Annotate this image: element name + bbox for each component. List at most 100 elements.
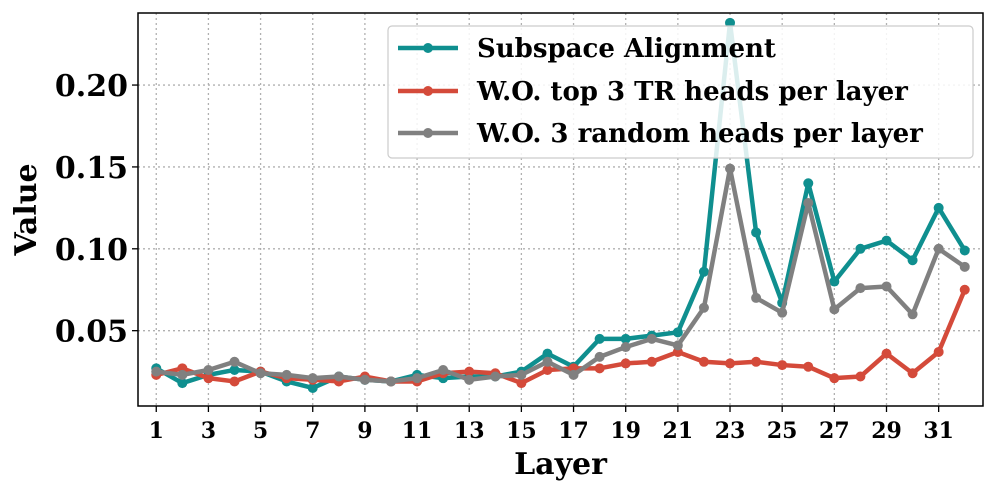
data-point <box>803 197 814 208</box>
data-point <box>855 371 866 382</box>
data-point <box>777 360 788 371</box>
x-tick-label: 29 <box>871 418 902 444</box>
data-point <box>255 368 266 379</box>
data-point <box>412 373 423 384</box>
data-point <box>229 364 240 375</box>
data-point <box>464 366 475 377</box>
data-point <box>385 376 396 387</box>
data-point <box>751 356 762 367</box>
data-point <box>725 163 736 174</box>
x-tick-label: 15 <box>506 418 537 444</box>
x-tick-label: 17 <box>558 418 589 444</box>
data-point <box>907 255 918 266</box>
x-tick-label: 7 <box>305 418 320 444</box>
data-point <box>594 351 605 362</box>
data-point <box>907 368 918 379</box>
x-tick-label: 11 <box>402 418 433 444</box>
data-point <box>542 348 553 359</box>
data-point <box>542 364 553 375</box>
data-point <box>698 266 709 277</box>
data-point <box>281 369 292 380</box>
data-point <box>672 327 683 338</box>
data-point <box>203 364 214 375</box>
data-point <box>620 358 631 369</box>
data-point <box>725 17 736 28</box>
data-point <box>881 281 892 292</box>
data-point <box>959 245 970 256</box>
data-point <box>829 304 840 315</box>
data-point <box>177 369 188 380</box>
data-point <box>490 371 501 382</box>
data-point <box>516 369 527 380</box>
data-point <box>620 342 631 353</box>
data-point <box>307 382 318 393</box>
legend: Subspace Alignment W.O. top 3 TR heads pe… <box>387 25 974 159</box>
data-point <box>177 378 188 389</box>
data-point <box>568 369 579 380</box>
data-point <box>881 235 892 246</box>
data-point <box>725 358 736 369</box>
data-point <box>698 302 709 313</box>
data-point <box>751 227 762 238</box>
x-tick-label: 19 <box>610 418 641 444</box>
data-point <box>620 333 631 344</box>
data-point <box>151 366 162 377</box>
data-point <box>646 333 657 344</box>
legend-item-2: W.O. top 3 TR heads per layer <box>398 77 908 107</box>
data-point <box>359 374 370 385</box>
x-tick-label: 23 <box>715 418 746 444</box>
legend-marker <box>423 128 433 138</box>
plot-frame <box>137 12 984 407</box>
series-3 <box>151 163 970 387</box>
x-tick-label: 5 <box>253 418 268 444</box>
x-tick-label: 9 <box>357 418 372 444</box>
legend-label: W.O. 3 random heads per layer <box>476 119 923 149</box>
legend-box <box>387 25 974 159</box>
y-tick-label: 0.15 <box>55 151 128 186</box>
data-point <box>516 378 527 389</box>
legend-label: Subspace Alignment <box>477 34 776 64</box>
axis-ticks: 1 3 5 7 9 11 13 15 17 19 21 23 25 27 29 310.050.100.150… <box>55 69 954 444</box>
data-point <box>594 363 605 374</box>
data-point <box>229 376 240 387</box>
y-tick-label: 0.10 <box>55 233 128 268</box>
legend-marker <box>423 43 433 53</box>
legend-label: W.O. top 3 TR heads per layer <box>476 77 908 107</box>
data-point <box>672 340 683 351</box>
x-tick-label: 3 <box>201 418 216 444</box>
data-point <box>751 292 762 303</box>
legend-marker <box>423 86 433 96</box>
data-point <box>333 371 344 382</box>
data-point <box>933 346 944 357</box>
data-point <box>959 261 970 272</box>
data-point <box>881 348 892 359</box>
data-point <box>933 202 944 213</box>
data-point <box>777 307 788 318</box>
x-tick-label: 1 <box>149 418 164 444</box>
data-point <box>803 178 814 189</box>
data-point <box>464 374 475 385</box>
x-tick-label: 25 <box>767 418 798 444</box>
x-tick-label: 13 <box>454 418 485 444</box>
data-point <box>803 361 814 372</box>
data-point <box>855 283 866 294</box>
data-point <box>933 243 944 254</box>
data-point <box>542 356 553 367</box>
series-group <box>151 17 970 393</box>
data-point <box>959 284 970 295</box>
x-tick-label: 21 <box>663 418 694 444</box>
y-tick-label: 0.20 <box>55 69 128 104</box>
data-point <box>829 276 840 287</box>
data-point <box>203 373 214 384</box>
x-tick-label: 27 <box>819 418 850 444</box>
y-tick-label: 0.05 <box>55 315 128 350</box>
data-point <box>855 243 866 254</box>
x-tick-label: 31 <box>923 418 954 444</box>
data-point <box>438 364 449 375</box>
data-point <box>229 356 240 367</box>
data-point <box>646 356 657 367</box>
data-point <box>698 356 709 367</box>
legend-item-1: Subspace Alignment <box>398 34 776 64</box>
data-point <box>907 309 918 320</box>
